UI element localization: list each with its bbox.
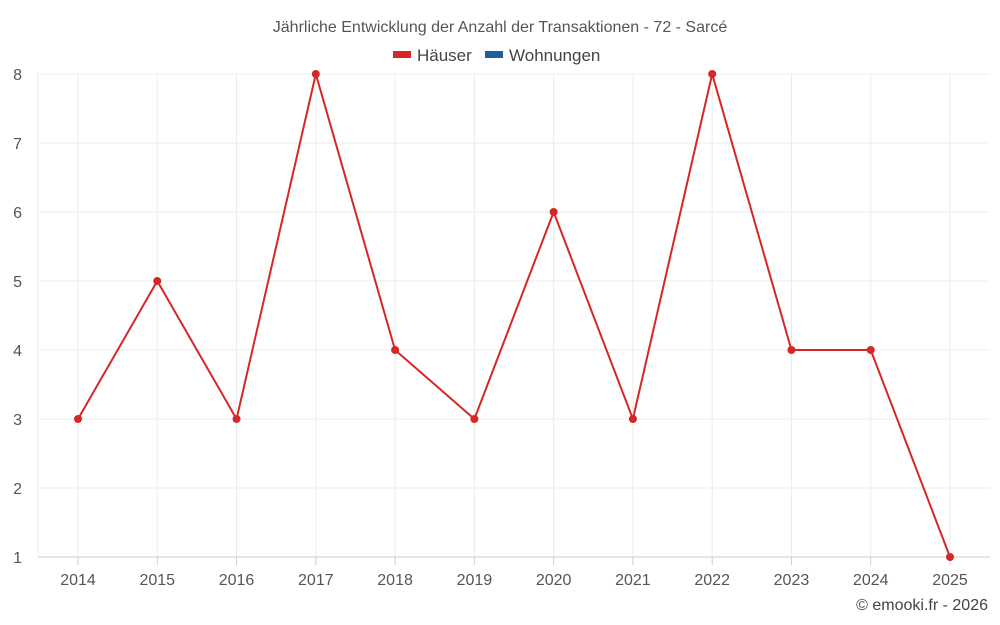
x-tick-label: 2024 (853, 572, 889, 589)
y-tick-label: 8 (13, 67, 22, 84)
x-tick-label: 2016 (219, 572, 255, 589)
x-tick-label: 2025 (932, 572, 968, 589)
data-point[interactable] (628, 415, 637, 423)
data-point[interactable] (391, 346, 400, 354)
series-line (77, 73, 951, 558)
data-point[interactable] (232, 415, 241, 423)
y-tick-label: 6 (13, 205, 22, 222)
x-tick-label: 2021 (615, 572, 651, 589)
series-haeuser (74, 70, 954, 561)
data-point[interactable] (311, 70, 320, 78)
x-tick-label: 2014 (60, 572, 96, 589)
data-point[interactable] (708, 70, 717, 78)
y-tick-label: 2 (13, 481, 22, 498)
x-tick-label: 2015 (139, 572, 175, 589)
credit-text: © emooki.fr - 2026 (856, 597, 988, 614)
y-tick-label: 1 (13, 550, 22, 567)
x-tick-label: 2019 (457, 572, 493, 589)
y-tick-label: 4 (13, 343, 22, 360)
data-point[interactable] (549, 208, 558, 216)
chart-title: Jährliche Entwicklung der Anzahl der Tra… (273, 19, 728, 36)
data-point[interactable] (866, 346, 875, 354)
data-point[interactable] (787, 346, 796, 354)
y-tick-label: 5 (13, 274, 22, 291)
legend: Häuser Wohnungen (393, 46, 600, 65)
x-tick-label: 2022 (694, 572, 730, 589)
y-axis-ticks: 1 2 3 4 5 6 7 8 (13, 67, 22, 567)
x-tick-label: 2023 (774, 572, 810, 589)
data-point[interactable] (74, 415, 82, 423)
legend-label-wohnungen[interactable]: Wohnungen (509, 46, 600, 65)
x-tick-label: 2018 (377, 572, 413, 589)
x-gridlines (77, 74, 951, 557)
x-tick-label: 2017 (298, 572, 334, 589)
legend-label-haeuser[interactable]: Häuser (417, 46, 472, 65)
data-point[interactable] (946, 553, 954, 561)
data-point[interactable] (153, 277, 162, 285)
x-tick-label: 2020 (536, 572, 572, 589)
legend-swatch-wohnungen (485, 51, 503, 58)
data-point[interactable] (470, 415, 479, 423)
x-axis-ticks: 2014 2015 2016 2017 2018 2019 2020 2021 2022 2023… (60, 557, 968, 589)
legend-swatch-haeuser (393, 51, 411, 58)
y-tick-label: 3 (13, 412, 22, 429)
y-tick-label: 7 (13, 136, 22, 153)
